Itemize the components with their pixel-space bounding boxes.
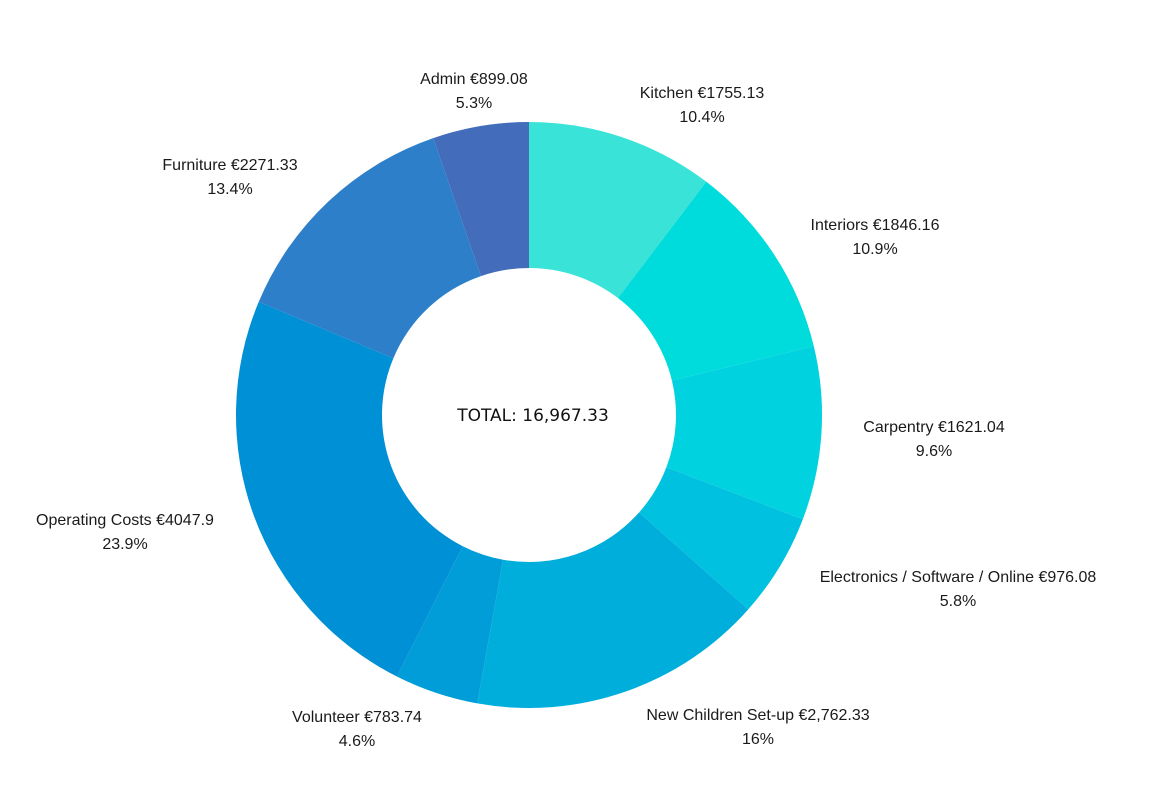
donut-slice-kitchen: [529, 122, 707, 298]
slice-percent-label: 10.4%: [679, 109, 724, 126]
slice-label: Carpentry €1621.04: [863, 419, 1005, 436]
donut-slice-admin: [433, 122, 529, 277]
slice-label: Interiors €1846.16: [811, 217, 940, 234]
slice-label: Admin €899.08: [420, 71, 528, 88]
donut-slice-electronics-software-online: [639, 467, 803, 610]
center-total-label: TOTAL: 16,967.33: [456, 406, 609, 426]
slice-percent-label: 16%: [742, 731, 774, 748]
slice-label: New Children Set-up €2,762.33: [646, 707, 869, 724]
slices-layer: [236, 122, 822, 708]
slice-label: Kitchen €1755.13: [640, 85, 765, 102]
slice-percent-label: 5.3%: [456, 95, 492, 112]
donut-slice-new-children-set-up: [477, 512, 749, 708]
slice-percent-label: 10.9%: [852, 241, 897, 258]
slice-label: Operating Costs €4047.9: [36, 512, 214, 529]
donut-slice-carpentry: [666, 346, 822, 520]
slice-label: Furniture €2271.33: [162, 157, 297, 174]
donut-slice-interiors: [617, 181, 814, 381]
slice-label: Electronics / Software / Online €976.08: [820, 569, 1097, 586]
slice-percent-label: 13.4%: [207, 181, 252, 198]
slice-percent-label: 5.8%: [940, 593, 976, 610]
slice-label: Volunteer €783.74: [292, 709, 422, 726]
donut-slice-volunteer: [396, 546, 504, 704]
slice-percent-label: 23.9%: [102, 536, 147, 553]
slice-percent-label: 4.6%: [339, 733, 375, 750]
slice-percent-label: 9.6%: [916, 443, 952, 460]
donut-slice-operating-costs: [236, 301, 463, 677]
labels-layer: Kitchen €1755.13 10.4% Interiors €1846.16 1…: [36, 71, 1096, 750]
donut-slice-furniture: [258, 138, 481, 359]
